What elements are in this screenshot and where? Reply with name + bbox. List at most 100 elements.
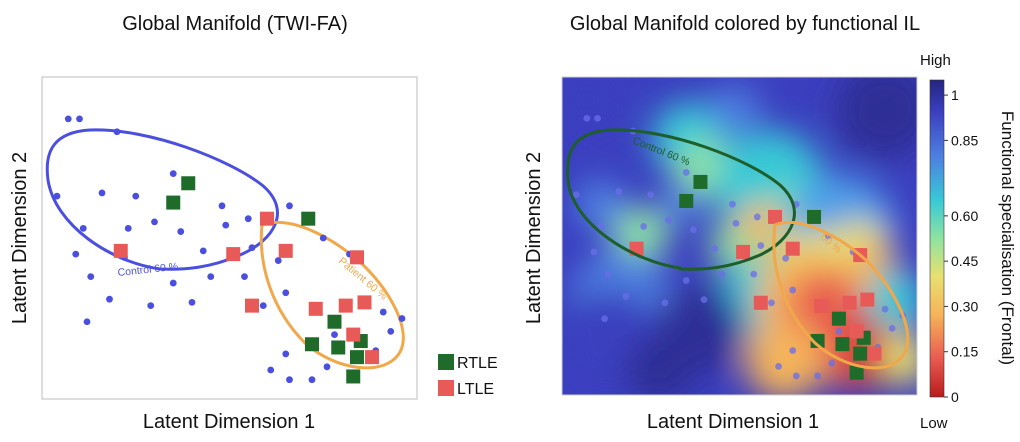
right-control-point-33 [835, 328, 843, 335]
legend-rtle-swatch [438, 354, 454, 370]
left-control-point-3 [169, 170, 177, 178]
right-ltle-point-7 [842, 295, 857, 310]
left-control-point-22 [147, 302, 155, 310]
right-control-point-23 [700, 296, 708, 303]
legend: RTLE LTLE [438, 354, 498, 398]
right-y-axis-label: Latent Dimension 2 [523, 152, 545, 324]
left-ltle-point-4 [350, 250, 364, 265]
right-rtle-point-8 [853, 346, 868, 361]
left-control-point-12 [222, 221, 230, 229]
legend-ltle-swatch [438, 380, 454, 396]
left-rtle-point-4 [305, 337, 319, 352]
left-rtle-point-0 [166, 195, 181, 210]
right-rtle-point-0 [679, 194, 694, 209]
left-ltle-point-3 [278, 243, 293, 258]
colorbar-ticks: 1 0.85 0.60 0.45 0.30 0.15 0 [944, 87, 978, 405]
right-chart: Global Manifold colored by functional IL… [523, 13, 1017, 433]
left-ltle-point-2 [260, 211, 274, 226]
right-rtle-point-4 [810, 333, 825, 348]
right-ltle-point-3 [785, 241, 800, 256]
right-control-point-7 [729, 200, 736, 208]
left-control-point-35 [282, 350, 290, 358]
colorbar-tick-label-2: 0.60 [951, 208, 978, 224]
right-control-point-43 [750, 270, 758, 278]
heatmap-region-28 [574, 179, 626, 231]
right-control-point-13 [753, 213, 761, 221]
right-chart-title: Global Manifold colored by functional IL [570, 13, 920, 35]
right-control-point-22 [661, 299, 669, 307]
colorbar-low-label: Low [920, 415, 948, 432]
left-control-point-4 [53, 192, 61, 200]
right-control-point-12 [732, 219, 740, 227]
heatmap-region-16 [745, 320, 825, 395]
left-rtle-point-8 [350, 350, 364, 365]
right-control-point-17 [757, 242, 765, 249]
left-control-point-17 [248, 244, 256, 252]
left-control-point-19 [169, 279, 177, 287]
right-ltle-point-1 [736, 244, 751, 259]
left-chart: Global Manifold (TWI-FA) Latent Dimensio… [9, 13, 498, 433]
left-control-point-38 [308, 376, 316, 384]
colorbar-tick-label-4: 0.30 [951, 298, 978, 314]
left-rtle-point-5 [331, 340, 346, 355]
colorbar-gradient [929, 79, 945, 398]
right-control-point-1 [594, 114, 601, 122]
left-control-point-9 [124, 224, 132, 232]
heatmap-region-19 [880, 335, 917, 385]
legend-ltle-label: LTLE [457, 381, 494, 398]
right-control-point-18 [604, 270, 612, 278]
right-control-point-39 [828, 359, 836, 367]
right-rtle-point-5 [835, 337, 850, 352]
right-control-point-44 [782, 254, 790, 262]
right-ltle-point-8 [849, 324, 864, 339]
left-control-point-31 [387, 327, 395, 335]
right-control-point-31 [888, 324, 896, 332]
colorbar-tick-label-0: 1 [951, 87, 959, 103]
left-ltle-point-10 [357, 295, 372, 310]
colorbar-high-label: High [920, 52, 951, 69]
left-ltle-point-0 [113, 243, 128, 258]
right-control-point-10 [665, 216, 672, 224]
colorbar-tick-label-6: 0 [951, 389, 959, 405]
left-ltle-point-9 [365, 350, 379, 365]
left-control-point-13 [244, 215, 252, 223]
legend-rtle-label: RTLE [457, 355, 498, 372]
left-control-point-10 [151, 218, 158, 226]
left-control-point-14 [72, 250, 80, 258]
colorbar-label: Functional specialisation (Frontal) [998, 111, 1017, 365]
left-control-point-11 [177, 228, 185, 235]
right-control-point-6 [647, 191, 655, 199]
right-control-point-35 [789, 347, 797, 354]
left-control-point-39 [323, 363, 331, 371]
right-ltle-point-10 [860, 292, 875, 307]
right-rtle-point-2 [807, 209, 822, 224]
left-control-point-37 [286, 376, 293, 384]
right-rtle-point-1 [693, 174, 708, 189]
right-control-point-11 [689, 226, 697, 234]
right-control-point-3 [682, 169, 690, 176]
left-chart-title: Global Manifold (TWI-FA) [122, 13, 348, 35]
right-ltle-point-6 [814, 298, 829, 313]
right-control-contour [566, 128, 796, 271]
left-y-axis-label: Latent Dimension 2 [9, 152, 31, 324]
left-rtle-point-1 [181, 176, 196, 191]
right-control-point-5 [615, 188, 623, 195]
left-patient-contour [259, 220, 405, 370]
heatmap-region-23 [625, 335, 695, 395]
left-control-point-25 [286, 202, 293, 210]
left-ltle-point-5 [245, 298, 259, 313]
right-control-point-19 [682, 277, 690, 284]
right-control-point-30 [881, 305, 889, 313]
right-control-point-0 [583, 114, 591, 122]
right-control-point-36 [775, 362, 782, 370]
right-control-point-37 [792, 372, 800, 380]
right-control-point-42 [789, 286, 797, 294]
right-control-point-20 [718, 270, 726, 278]
left-control-point-24 [83, 318, 91, 326]
left-control-point-1 [76, 115, 83, 123]
colorbar-tick-label-1: 0.85 [951, 132, 978, 148]
left-control-point-41 [259, 302, 267, 310]
left-ltle-point-1 [226, 247, 241, 262]
